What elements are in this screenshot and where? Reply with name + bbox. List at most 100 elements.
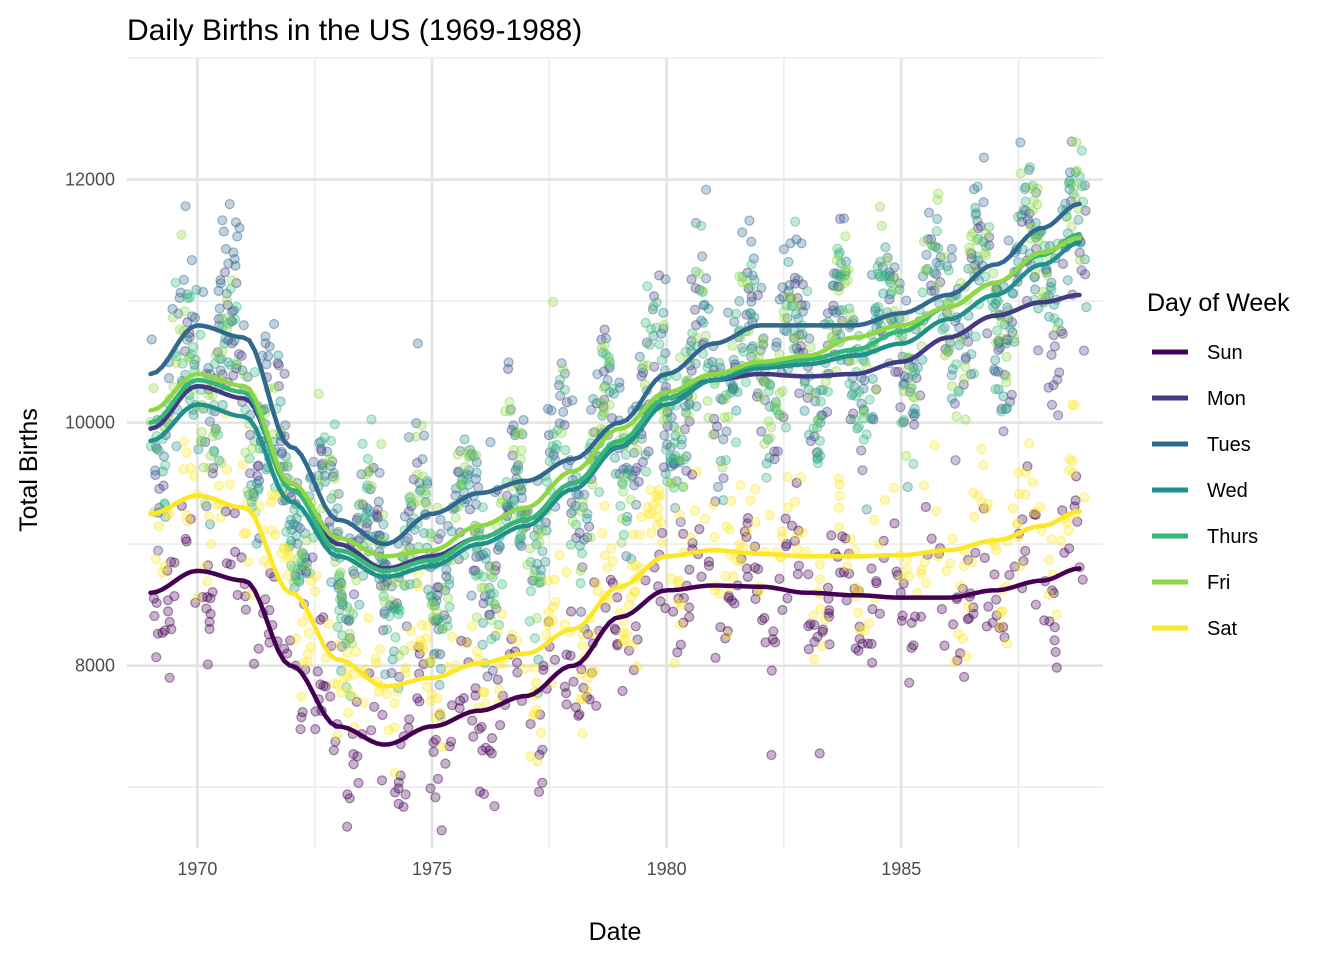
data-point-thurs bbox=[886, 286, 897, 297]
data-point-mon bbox=[686, 336, 697, 347]
data-point-thurs bbox=[678, 481, 689, 493]
legend-label-mon: Mon bbox=[1207, 388, 1246, 410]
data-point-tues bbox=[870, 305, 881, 316]
data-point-thurs bbox=[787, 301, 798, 312]
data-point-fri bbox=[386, 596, 397, 607]
data-point-fri bbox=[674, 352, 686, 363]
data-point-sat bbox=[178, 436, 190, 447]
data-point-tues bbox=[417, 454, 428, 465]
data-point-mon bbox=[690, 320, 702, 331]
data-point-thurs bbox=[620, 449, 632, 460]
data-point-mon bbox=[365, 484, 376, 495]
data-point-fri bbox=[420, 485, 431, 496]
data-point-sat bbox=[645, 484, 656, 495]
data-point-wed bbox=[746, 343, 757, 354]
data-point-tues bbox=[835, 271, 846, 282]
data-point-thurs bbox=[455, 479, 466, 490]
data-point-fri bbox=[417, 471, 428, 482]
data-point-sat bbox=[1013, 488, 1025, 499]
data-point-fri bbox=[826, 332, 837, 343]
data-point-sun bbox=[939, 640, 950, 651]
data-point-mon bbox=[433, 582, 444, 593]
data-point-tues bbox=[994, 342, 1006, 353]
data-point-wed bbox=[622, 468, 633, 479]
data-point-mon bbox=[273, 360, 284, 371]
trend-line-sat bbox=[148, 493, 1082, 689]
data-point-fri bbox=[891, 283, 902, 294]
data-point-fri bbox=[533, 529, 544, 540]
data-point-sun bbox=[968, 608, 979, 620]
data-point-sat bbox=[270, 529, 281, 540]
data-point-wed bbox=[468, 451, 480, 462]
legend-label-sat: Sat bbox=[1207, 618, 1237, 640]
data-point-mon bbox=[212, 347, 223, 358]
data-point-mon bbox=[884, 271, 895, 282]
data-point-sun bbox=[817, 624, 829, 635]
data-point-sun bbox=[377, 709, 388, 721]
data-point-thurs bbox=[348, 608, 359, 620]
data-point-thurs bbox=[515, 485, 526, 496]
data-point-tues bbox=[1020, 182, 1031, 193]
data-point-fri bbox=[1028, 195, 1039, 206]
trend-lines bbox=[148, 201, 1082, 747]
data-point-thurs bbox=[771, 405, 782, 416]
data-point-mon bbox=[566, 508, 577, 519]
data-point-sat bbox=[653, 484, 665, 496]
data-point-wed bbox=[815, 417, 826, 428]
data-point-sat bbox=[332, 730, 343, 742]
data-point-sat bbox=[859, 625, 871, 636]
data-point-tues bbox=[700, 184, 712, 195]
data-point-wed bbox=[762, 434, 774, 445]
data-point-thurs bbox=[360, 512, 371, 524]
data-point-fri bbox=[376, 439, 387, 450]
data-point-sat bbox=[651, 519, 663, 531]
data-point-tues bbox=[189, 359, 200, 370]
data-point-mon bbox=[182, 317, 193, 328]
data-point-tues bbox=[700, 273, 712, 284]
data-point-thurs bbox=[503, 500, 514, 511]
data-point-mon bbox=[778, 412, 789, 423]
data-point-fri bbox=[766, 422, 777, 433]
data-point-mon bbox=[403, 506, 414, 517]
data-point-sat bbox=[582, 672, 593, 684]
data-point-fri bbox=[412, 469, 423, 480]
data-point-tues bbox=[942, 346, 953, 357]
data-point-mon bbox=[316, 460, 327, 471]
data-point-sun bbox=[1049, 635, 1060, 646]
data-point-tues bbox=[220, 243, 232, 255]
data-point-wed bbox=[379, 606, 390, 617]
data-point-sun bbox=[393, 783, 404, 794]
data-point-tues bbox=[771, 337, 782, 348]
data-point-fri bbox=[221, 295, 233, 306]
data-point-sat bbox=[358, 697, 369, 708]
data-point-mon bbox=[372, 504, 383, 516]
data-point-sat bbox=[945, 558, 956, 569]
data-point-sun bbox=[857, 638, 868, 649]
data-point-sat bbox=[1067, 467, 1079, 478]
data-point-mon bbox=[727, 384, 739, 395]
data-point-wed bbox=[320, 476, 331, 487]
data-point-tues bbox=[659, 430, 670, 441]
data-point-mon bbox=[378, 625, 389, 636]
data-point-fri bbox=[292, 553, 303, 565]
data-point-sat bbox=[764, 509, 775, 521]
data-point-sat bbox=[869, 514, 880, 526]
data-point-wed bbox=[731, 405, 742, 416]
data-point-mon bbox=[993, 338, 1004, 349]
data-point-tues bbox=[542, 403, 554, 414]
data-point-sun bbox=[534, 749, 545, 760]
data-point-fri bbox=[598, 407, 609, 418]
data-point-thurs bbox=[568, 505, 579, 516]
data-point-mon bbox=[1079, 269, 1091, 280]
data-point-sun bbox=[612, 640, 623, 651]
data-point-sun bbox=[906, 642, 917, 654]
data-point-mon bbox=[213, 313, 224, 325]
data-point-wed bbox=[928, 267, 940, 278]
data-point-thurs bbox=[943, 344, 955, 355]
data-point-mon bbox=[150, 469, 161, 481]
data-point-sat bbox=[381, 688, 393, 700]
data-point-wed bbox=[927, 240, 938, 251]
data-point-sun bbox=[1050, 646, 1061, 658]
data-point-sat bbox=[599, 500, 610, 512]
data-point-thurs bbox=[340, 638, 351, 649]
